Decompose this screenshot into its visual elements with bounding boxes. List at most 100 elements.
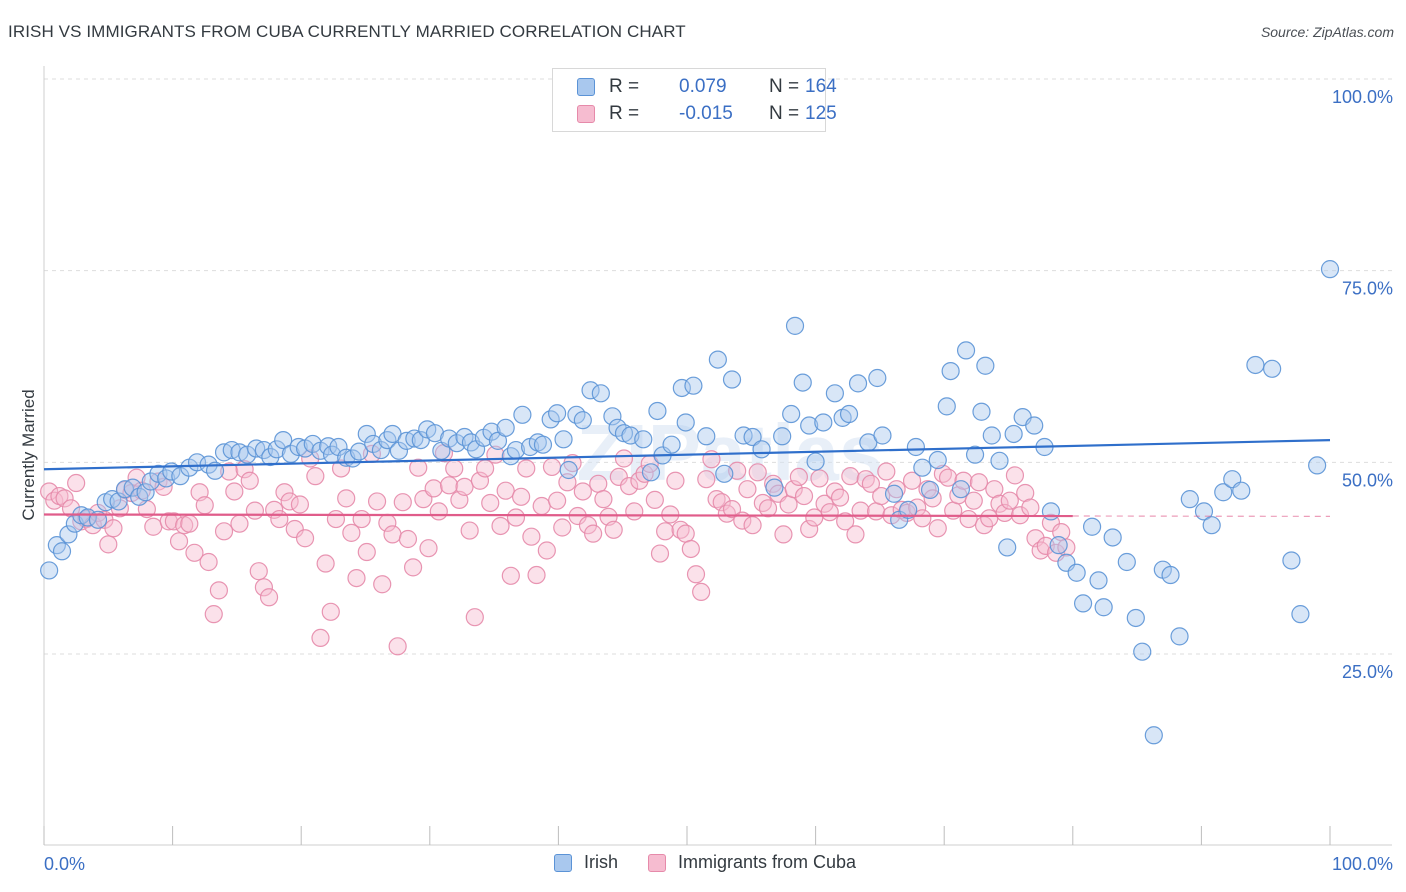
cuba-point: [275, 483, 294, 502]
cuba-point: [367, 492, 387, 511]
axes: [43, 66, 1392, 846]
irish-point: [848, 374, 868, 393]
irish-point: [972, 402, 991, 421]
irish-point: [641, 463, 661, 482]
irish-point: [708, 350, 727, 369]
cuba-point: [214, 522, 234, 541]
cuba-point: [877, 462, 896, 481]
irish-point: [814, 413, 833, 432]
irish-point: [868, 368, 887, 388]
cuba-point: [553, 518, 572, 537]
irish-swatch: [577, 78, 595, 96]
cuba-legend-swatch: [648, 853, 667, 872]
irish-point: [371, 440, 391, 460]
irish-point: [1041, 502, 1061, 521]
cuba-point: [347, 568, 366, 588]
cuba-point: [748, 463, 767, 482]
irish-point: [1214, 483, 1233, 502]
irish-point: [349, 442, 369, 461]
cuba-point: [342, 523, 361, 542]
cuba-point: [306, 467, 325, 486]
irish-point: [274, 431, 293, 450]
cuba-point: [697, 470, 716, 489]
irish-point: [672, 378, 691, 398]
irish-point: [533, 435, 553, 454]
cuba-point: [594, 490, 613, 509]
irish-point: [1180, 490, 1199, 509]
irish-point: [884, 484, 904, 503]
irish-point: [52, 542, 72, 561]
chart-title: IRISH VS IMMIGRANTS FROM CUBA CURRENTLY …: [8, 22, 686, 41]
legend-row-irish: R = 0.079 N = 164: [577, 74, 837, 100]
cuba-point: [506, 508, 526, 527]
cuba-point: [403, 558, 423, 577]
cuba-point: [913, 509, 932, 528]
n-label: N =: [769, 76, 800, 97]
irish-point: [937, 397, 956, 416]
cuba-point: [609, 467, 628, 486]
irish-point: [785, 316, 805, 335]
cuba-point: [240, 471, 259, 490]
irish-point: [548, 404, 567, 423]
cuba-point: [604, 520, 623, 539]
irish-point: [115, 480, 135, 499]
irish-point: [806, 452, 825, 471]
irish-point: [793, 373, 812, 392]
irish-point: [1282, 551, 1301, 570]
cuba-point: [964, 491, 983, 510]
irish-point: [648, 401, 667, 421]
cuba-trend-line: [43, 513, 1073, 518]
cuba-point: [254, 578, 274, 597]
cuba-point: [321, 602, 340, 621]
irish-point: [40, 561, 59, 580]
cuba-point: [439, 476, 459, 495]
cuba-point: [259, 588, 279, 607]
cuba-point: [692, 582, 711, 602]
irish-point: [405, 429, 424, 448]
irish-point: [928, 450, 947, 470]
irish-point: [254, 440, 274, 460]
cuba-point: [589, 474, 608, 493]
cuba-point: [866, 502, 886, 521]
legend-label-irish: Irish: [584, 852, 619, 872]
irish-point: [982, 426, 1001, 445]
r-label: R =: [609, 76, 640, 97]
cuba-point: [481, 493, 500, 513]
irish-point: [913, 458, 932, 477]
cuba-point: [352, 509, 371, 529]
cuba-point: [573, 482, 592, 501]
legend-label-cuba: Immigrants from Cuba: [678, 852, 857, 872]
irish-point: [141, 472, 160, 491]
irish-point: [1126, 608, 1145, 628]
cuba-point: [810, 469, 829, 488]
n-value: 125: [805, 103, 837, 124]
legend-item-irish: Irish: [554, 852, 618, 873]
y-tick-label: 75.0%: [1342, 279, 1393, 299]
cuba-point: [676, 524, 695, 543]
cuba-point: [501, 566, 520, 585]
irish-point: [496, 418, 515, 437]
irish-point: [906, 437, 926, 457]
correlation-legend: R = 0.079 N = 164 R = -0.015 N = 125: [552, 68, 837, 132]
cuba-swatch: [577, 105, 595, 123]
irish-point: [1089, 571, 1108, 590]
cuba-point: [789, 467, 808, 486]
cuba-point: [830, 488, 850, 507]
cuba-point: [635, 464, 654, 483]
cuba-point: [902, 471, 922, 490]
irish-point: [1202, 516, 1221, 535]
irish-trend-line: [43, 439, 1331, 471]
cuba-point: [841, 467, 860, 486]
cuba-point: [169, 532, 189, 551]
cuba-point: [1000, 491, 1019, 510]
y-axis-label: Currently Married: [19, 389, 38, 520]
cuba-point: [969, 473, 989, 492]
x-tick-label: 100.0%: [1332, 854, 1393, 874]
irish-point: [765, 478, 784, 497]
cuba-point: [820, 503, 839, 522]
cuba-point: [185, 543, 204, 562]
cuba-point: [1021, 498, 1040, 517]
irish-series: [40, 260, 1340, 745]
source-label: Source: ZipAtlas.com: [1260, 24, 1394, 40]
cuba-point: [517, 459, 536, 478]
